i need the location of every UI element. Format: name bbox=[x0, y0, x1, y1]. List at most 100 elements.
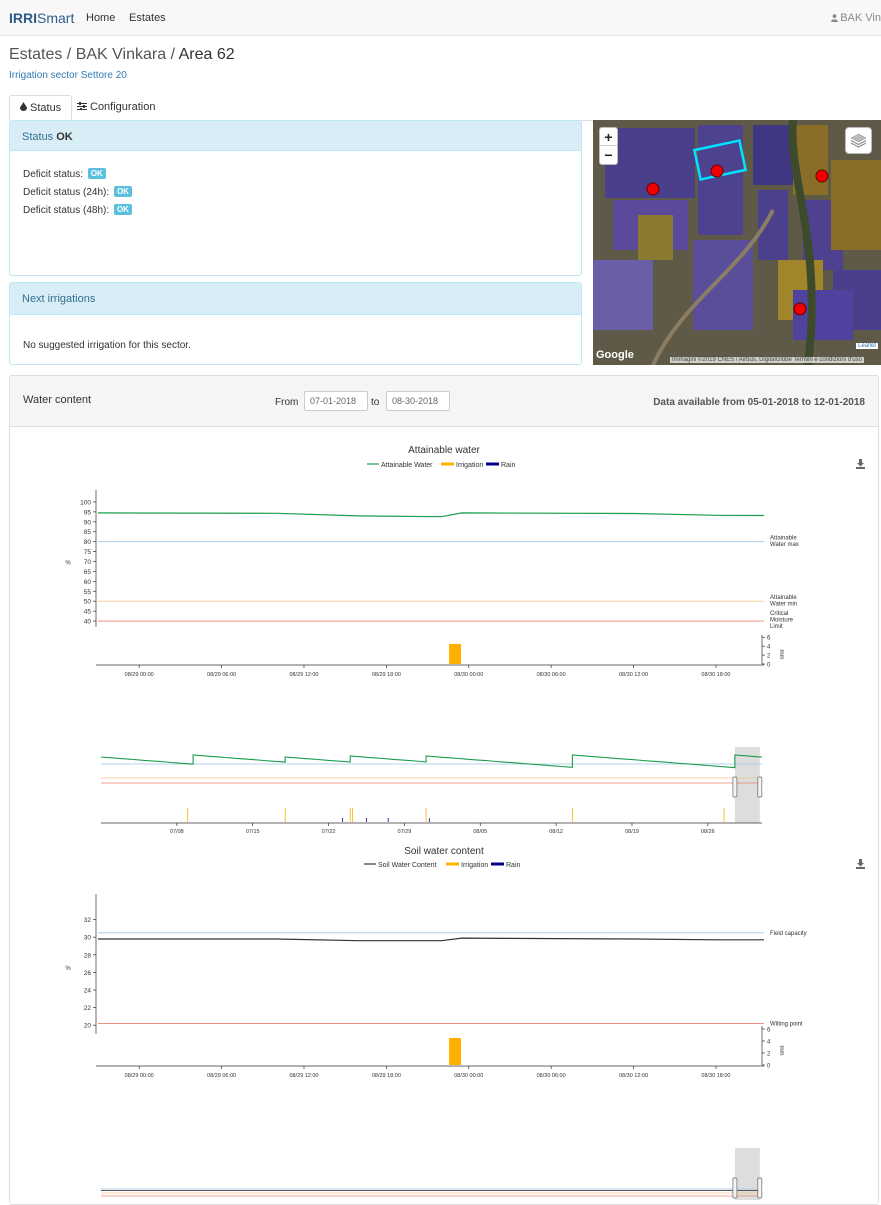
bar-axis-tick-label: 0 bbox=[767, 1064, 771, 1070]
y-tick-label: 30 bbox=[84, 935, 92, 942]
x-tick-label: 08/30 06:00 bbox=[537, 1073, 566, 1079]
deficit-status-label: Deficit status: bbox=[23, 169, 84, 180]
user-menu[interactable]: BAK Vin bbox=[831, 12, 881, 24]
user-name: BAK Vin bbox=[840, 12, 881, 24]
y-tick-label: 70 bbox=[84, 559, 92, 566]
navigator-handle[interactable] bbox=[732, 1177, 738, 1199]
breadcrumb-estate[interactable]: BAK Vinkara bbox=[75, 46, 167, 63]
deficit-status-row: Deficit status: OK bbox=[23, 168, 106, 180]
tab-status[interactable]: Status bbox=[9, 95, 73, 121]
x-tick-label: 08/30 06:00 bbox=[537, 672, 566, 678]
sector-map[interactable] bbox=[593, 120, 881, 365]
leaflet-link[interactable]: Leaflet bbox=[856, 343, 879, 349]
threshold-label: Attainable bbox=[770, 536, 797, 542]
legend-label: Irrigation bbox=[456, 462, 483, 469]
water-content-header: Water content From to Data available fro… bbox=[10, 376, 878, 427]
legend-swatch bbox=[446, 862, 459, 866]
attainable-water-chart: Attainable water Attainable Water Irrigati… bbox=[65, 445, 865, 835]
zoom-out-button[interactable]: − bbox=[604, 147, 613, 163]
x-tick-label: 08/29 06:00 bbox=[207, 672, 236, 678]
navbar: IRRISmart Home Estates BAK Vin bbox=[0, 0, 881, 36]
legend-label: Attainable Water bbox=[381, 462, 433, 469]
navigator-handle[interactable] bbox=[757, 1177, 763, 1199]
data-availability: Data available from 05-01-2018 to 12-01-… bbox=[653, 397, 865, 408]
x-tick-label: 08/29 12:00 bbox=[289, 1073, 318, 1079]
breadcrumb-estates[interactable]: Estates bbox=[9, 46, 63, 63]
y-tick-label: 22 bbox=[84, 1005, 92, 1012]
layers-icon bbox=[850, 133, 867, 148]
bar-axis-label: mm bbox=[778, 1046, 784, 1056]
deficit-status-24h-label: Deficit status (24h): bbox=[23, 187, 110, 198]
navigator-x-tick-label: 08/12 bbox=[549, 829, 563, 835]
bar-axis-tick-label: 0 bbox=[767, 663, 771, 669]
navigator-handle[interactable] bbox=[732, 776, 738, 798]
y-tick-label: 32 bbox=[84, 917, 92, 924]
navigator-handle[interactable] bbox=[757, 776, 763, 798]
irrigation-bar bbox=[449, 643, 462, 664]
layers-button[interactable] bbox=[845, 127, 872, 154]
nav-estates-link[interactable]: Estates bbox=[129, 12, 166, 24]
legend-label: Rain bbox=[506, 862, 521, 869]
navigator-x-tick-label: 08/19 bbox=[625, 829, 639, 835]
series-line bbox=[97, 512, 765, 518]
status-title: Status bbox=[22, 131, 54, 143]
y-tick-label: 45 bbox=[84, 609, 92, 616]
next-irrigations-panel: Next irrigations No suggested irrigation… bbox=[9, 282, 582, 365]
map-marker[interactable] bbox=[815, 169, 829, 183]
y-tick-label: 90 bbox=[84, 519, 92, 526]
y-tick-label: 20 bbox=[84, 1023, 92, 1030]
soil-water-chart: Soil water content Soil Water Content Irri… bbox=[65, 846, 865, 1200]
y-tick-label: 85 bbox=[84, 529, 92, 536]
map-marker[interactable] bbox=[646, 182, 660, 196]
brand-logo[interactable]: IRRISmart bbox=[9, 10, 74, 26]
status-value: OK bbox=[56, 131, 73, 143]
tab-configuration[interactable]: Configuration bbox=[67, 95, 165, 121]
to-date-input[interactable] bbox=[386, 391, 450, 411]
deficit-status-24h-row: Deficit status (24h): OK bbox=[23, 186, 132, 198]
download-arrow bbox=[857, 459, 864, 467]
bar-axis-tick-label: 2 bbox=[767, 654, 771, 660]
legend-swatch bbox=[441, 462, 454, 466]
bar-axis-tick-label: 4 bbox=[767, 1040, 771, 1046]
x-tick-label: 08/29 18:00 bbox=[372, 672, 401, 678]
map-attribution[interactable]: Immagini ©2019 CNES / Airbus, DigitalGlo… bbox=[670, 357, 864, 363]
threshold-label: Field capacity bbox=[770, 931, 807, 937]
bar-axis-label: mm bbox=[778, 650, 784, 660]
water-content-panel: Water content From to Data available fro… bbox=[9, 375, 879, 1205]
map-marker[interactable] bbox=[793, 302, 807, 316]
next-irrigations-text: No suggested irrigation for this sector. bbox=[23, 340, 191, 351]
x-tick-label: 08/30 00:00 bbox=[454, 1073, 483, 1079]
breadcrumb: Estates / BAK Vinkara / Area 62 bbox=[9, 46, 235, 64]
y-tick-label: 50 bbox=[84, 599, 92, 606]
legend-label: Soil Water Content bbox=[378, 862, 437, 869]
download-tray bbox=[856, 467, 865, 469]
nav-home-link[interactable]: Home bbox=[86, 12, 116, 24]
zoom-in-button[interactable]: + bbox=[600, 128, 617, 146]
legend-swatch bbox=[486, 462, 499, 466]
threshold-label: Wilting point bbox=[770, 1021, 803, 1027]
y-tick-label: 26 bbox=[84, 970, 92, 977]
sector-subtitle[interactable]: Irrigation sector Settore 20 bbox=[9, 70, 127, 81]
threshold-label: Critical bbox=[770, 611, 788, 617]
sector-outline[interactable] bbox=[692, 139, 748, 181]
download-icon[interactable] bbox=[856, 859, 865, 869]
y-tick-label: 24 bbox=[84, 988, 92, 995]
y-tick-label: 75 bbox=[84, 549, 92, 556]
sliders-icon bbox=[77, 102, 87, 110]
from-date-input[interactable] bbox=[304, 391, 368, 411]
legend-label: Irrigation bbox=[461, 862, 488, 869]
x-tick-label: 08/30 00:00 bbox=[454, 672, 483, 678]
bar-axis-tick-label: 4 bbox=[767, 645, 771, 651]
navigator-x-tick-label: 07/08 bbox=[170, 829, 184, 835]
water-content-title: Water content bbox=[23, 394, 92, 406]
y-tick-label: 80 bbox=[84, 539, 92, 546]
breadcrumb-separator: / bbox=[62, 46, 76, 63]
irrigation-bar bbox=[449, 1038, 462, 1065]
download-icon[interactable] bbox=[856, 459, 865, 469]
x-tick-label: 08/30 18:00 bbox=[701, 1073, 730, 1079]
status-panel-header: Status OK bbox=[10, 121, 581, 151]
legend-swatch bbox=[364, 863, 376, 865]
satellite-imagery bbox=[593, 120, 881, 365]
tab-configuration-label: Configuration bbox=[90, 101, 156, 113]
map-marker[interactable] bbox=[710, 164, 724, 178]
